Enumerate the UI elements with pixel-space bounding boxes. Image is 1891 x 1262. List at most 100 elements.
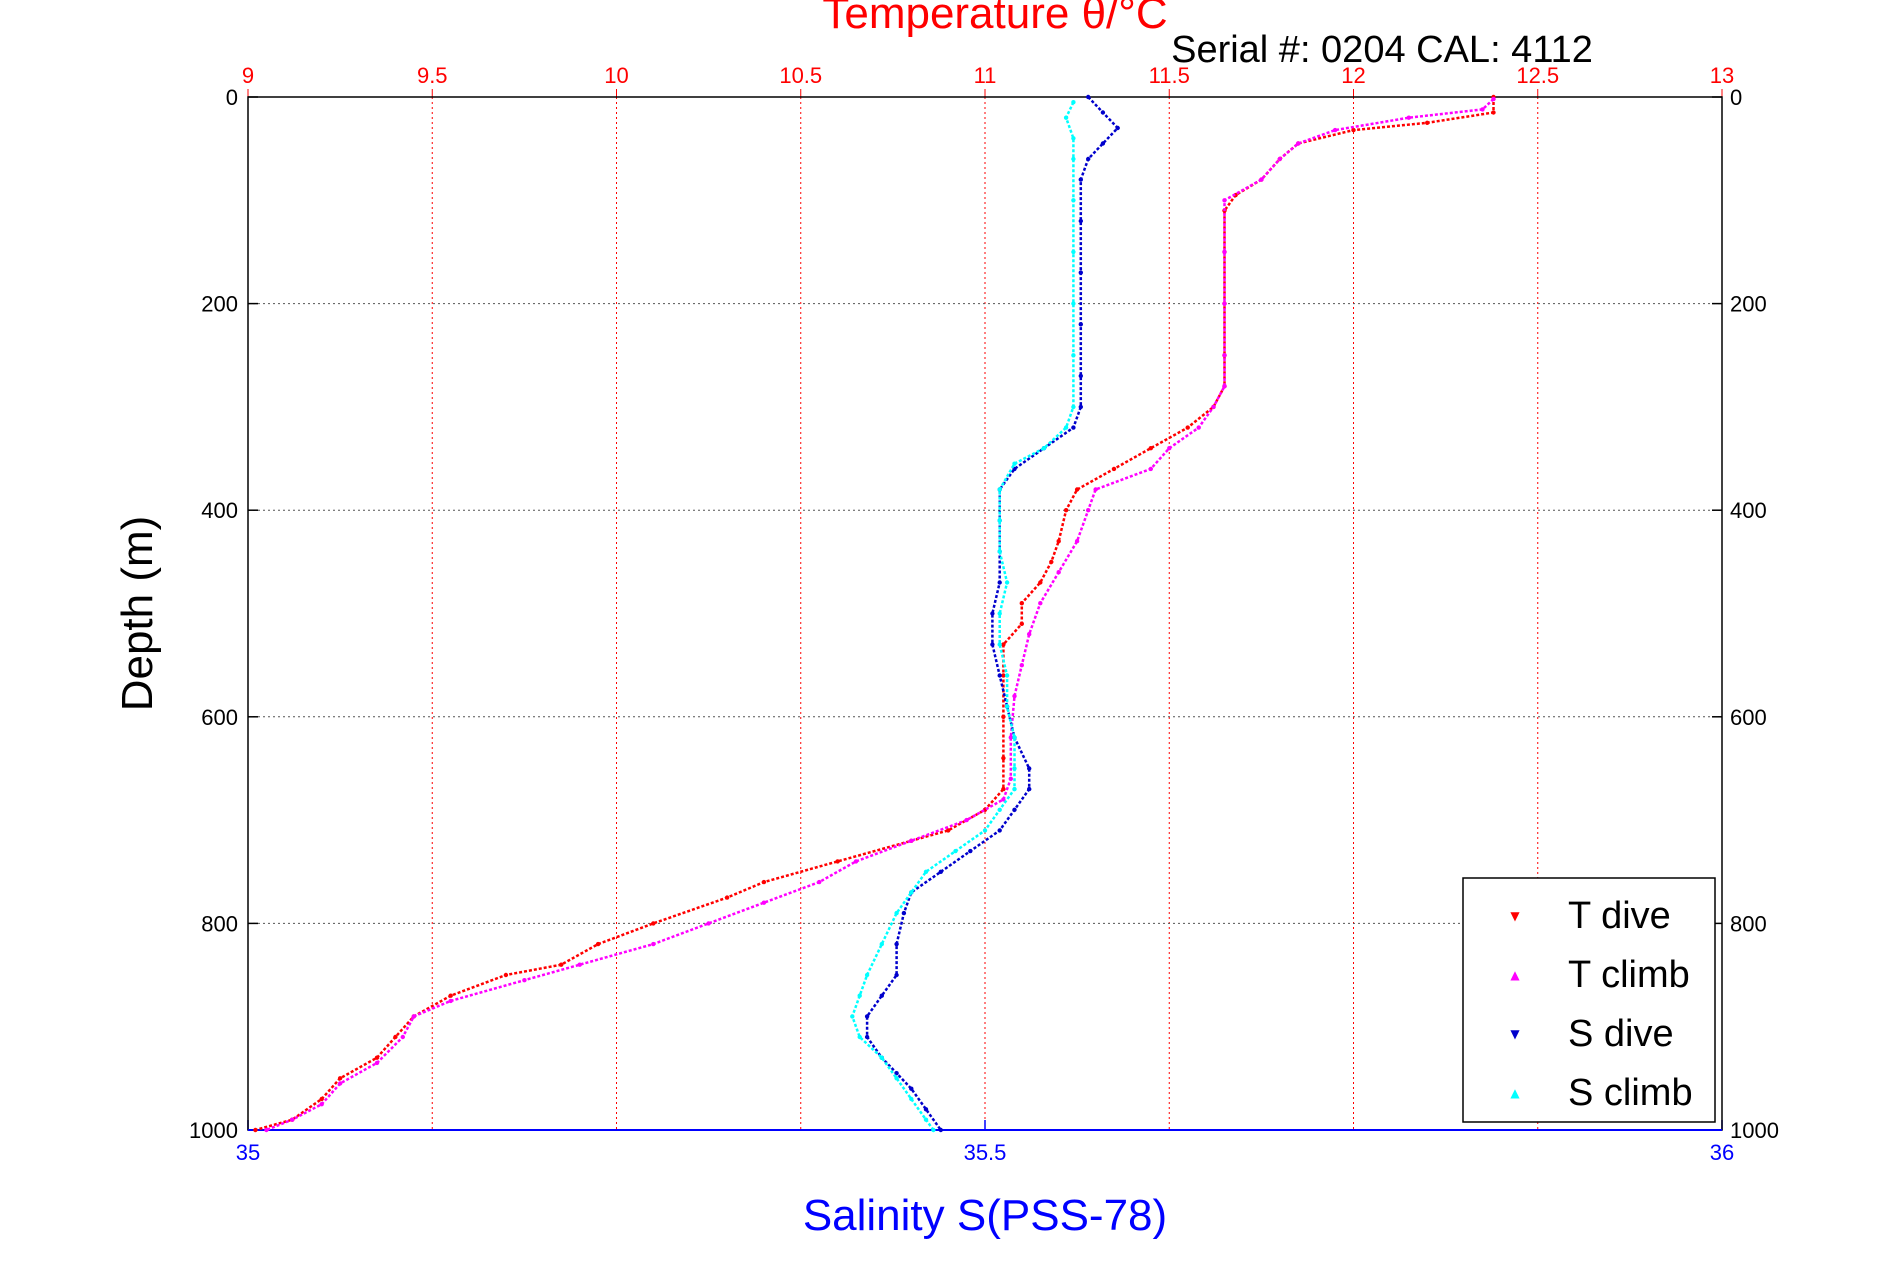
data-point [1063,508,1069,513]
data-point [522,978,527,983]
data-point [923,1107,929,1112]
data-point [968,848,973,854]
data-point [879,1055,884,1060]
data-point [1078,270,1084,275]
legend-label: T climb [1568,954,1690,996]
data-point [1001,755,1006,761]
data-point [938,869,943,874]
data-point [1027,632,1032,637]
data-point [1491,96,1496,102]
temperature-tick-label: 9.5 [417,63,448,88]
data-point [503,972,509,978]
data-point [1296,141,1301,146]
data-point [1038,580,1043,585]
salinity-axis-title: Salinity S(PSS-78) [803,1191,1167,1240]
data-point [577,962,582,967]
data-point [990,642,995,647]
data-point [1038,601,1043,606]
data-point [1063,115,1069,120]
depth-tick-label-left: 1000 [189,1118,238,1143]
data-point [1078,322,1084,327]
data-point [894,941,899,947]
data-point [1222,198,1227,203]
data-point [1222,353,1227,358]
data-point [879,941,884,947]
legend-label: S climb [1568,1072,1693,1114]
data-point [1071,353,1076,358]
data-point [1406,115,1412,120]
data-point [1027,766,1032,771]
data-point [448,993,453,998]
temperature-tick-label: 11.5 [1149,63,1190,88]
data-point [1041,446,1047,451]
data-point [1222,301,1227,306]
data-point [1074,539,1080,544]
data-point [857,1034,862,1040]
legend-marker: ▼ [1510,909,1520,923]
data-point [864,972,870,978]
data-point [1115,125,1120,131]
data-point [990,611,995,616]
data-point [864,1034,870,1040]
data-point [1004,580,1010,585]
serial-cal-label: Serial #: 0204 CAL: 4112 [1171,29,1593,71]
data-point [909,1096,914,1102]
data-point [1071,198,1076,203]
data-point [1056,570,1061,575]
data-point [1351,127,1356,133]
temperature-axis-title: Temperature θ/°C [822,0,1167,38]
data-point [1148,466,1154,472]
legend-marker: ▲ [1510,1086,1520,1100]
data-point [319,1102,324,1107]
legend-label: T dive [1568,895,1671,937]
data-point [894,972,899,978]
data-series [253,94,1496,1133]
data-point [1056,539,1061,544]
data-point [857,993,862,998]
data-point [253,1127,258,1133]
data-point [817,879,822,885]
data-point [1019,601,1024,606]
data-point [1001,797,1006,802]
data-point [997,487,1002,492]
temperature-tick-label: 12.5 [1516,63,1559,88]
data-point [1071,249,1076,255]
data-point [337,1076,343,1081]
data-point [1074,487,1080,492]
data-point [1001,642,1006,647]
data-point [894,910,899,916]
data-point [1071,425,1076,430]
data-point [559,962,564,967]
data-point [761,879,767,885]
data-point [1012,693,1017,699]
data-point [909,838,914,843]
data-point [651,921,656,926]
series-trace [850,101,1075,1131]
depth-tick-label-right: 0 [1730,85,1742,110]
data-point [1008,776,1013,781]
data-point [651,941,656,947]
data-point [997,642,1002,647]
data-point [1001,786,1006,792]
data-point [835,859,840,864]
data-point [374,1060,380,1066]
data-point [1049,559,1054,565]
data-point [393,1034,398,1040]
data-point [997,580,1002,585]
depth-tick-label-left: 400 [201,498,238,523]
data-point [997,611,1002,616]
data-point [909,1086,914,1091]
depth-tick-label-right: 400 [1730,498,1767,523]
data-point [909,890,914,895]
data-point [1063,425,1069,430]
data-point [1071,136,1076,141]
data-point [1071,156,1076,162]
data-point [1277,156,1283,162]
legend-marker: ▼ [1510,1027,1520,1041]
temperature-tick-label: 10.5 [779,63,822,88]
data-point [374,1055,380,1060]
data-point [879,993,884,998]
data-point [1078,177,1084,182]
data-point [1071,301,1076,306]
